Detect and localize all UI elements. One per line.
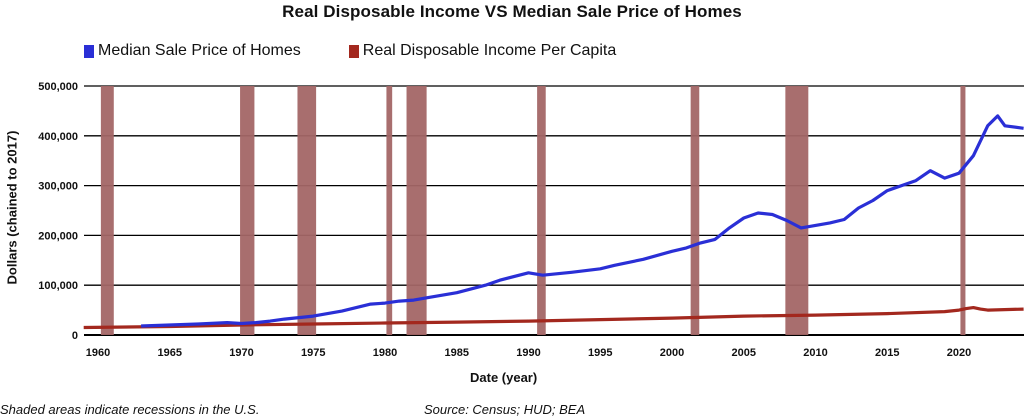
x-tick-label: 1970	[229, 347, 253, 359]
chart-title: Real Disposable Income VS Median Sale Pr…	[282, 2, 742, 21]
legend-swatch-red-icon	[348, 44, 359, 58]
x-tick-label: 1960	[86, 347, 110, 359]
y-tick-label: 400,000	[38, 131, 78, 143]
y-tick-label: 200,000	[38, 230, 78, 242]
recession-band	[960, 86, 966, 335]
legend-item-home-price: Median Sale Price of Homes	[84, 42, 301, 60]
recession-band	[100, 86, 114, 335]
x-tick-label: 1985	[445, 347, 469, 359]
recession-band	[785, 86, 809, 335]
x-axis-label: Date (year)	[470, 370, 538, 385]
recession-note: Shaded areas indicate recessions in the …	[0, 402, 260, 417]
x-tick-label: 2020	[947, 347, 971, 359]
legend: Median Sale Price of Homes Real Disposab…	[84, 42, 664, 60]
y-axis-label: Dollars (chained to 2017)	[4, 130, 20, 285]
recession-band	[297, 86, 317, 335]
y-tick-label: 500,000	[38, 81, 78, 93]
legend-swatch-blue-icon	[84, 44, 94, 58]
legend-item-income: Real Disposable Income Per Capita	[348, 42, 617, 60]
y-tick-label: 100,000	[38, 280, 78, 292]
legend-label: Real Disposable Income Per Capita	[362, 42, 617, 59]
x-tick-label: 1980	[373, 347, 397, 359]
x-tick-label: 2015	[875, 347, 899, 359]
recession-band	[406, 86, 427, 335]
x-tick-label: 1965	[158, 347, 182, 359]
recession-band	[240, 86, 255, 335]
x-tick-label: 1975	[301, 347, 325, 359]
recession-band	[690, 86, 700, 335]
recession-band	[386, 86, 393, 335]
recession-band	[537, 86, 546, 335]
legend-label: Median Sale Price of Homes	[98, 42, 301, 59]
series-income-line	[83, 306, 1024, 330]
x-tick-label: 1990	[516, 347, 540, 359]
x-tick-label: 1995	[588, 347, 612, 359]
x-tick-label: 2005	[732, 347, 756, 359]
y-tick-label: 0	[72, 330, 78, 342]
x-tick-label: 2010	[803, 347, 827, 359]
y-tick-label: 300,000	[38, 181, 78, 193]
source-note: Source: Census; HUD; BEA	[424, 402, 586, 417]
x-tick-label: 2000	[660, 347, 684, 359]
series-home-price-line	[141, 114, 1024, 328]
